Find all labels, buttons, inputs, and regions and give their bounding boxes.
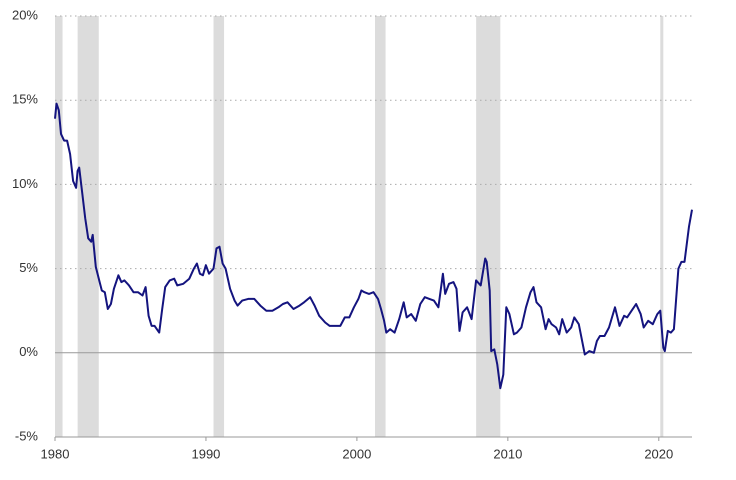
x-tick-label: 2020 [644, 446, 673, 461]
recession-band [476, 16, 501, 437]
x-tick-label: 1990 [191, 446, 220, 461]
x-tick-label: 1980 [41, 446, 70, 461]
recession-band [660, 16, 664, 437]
line [54, 102, 693, 390]
recession-band [55, 16, 63, 437]
recession-band [77, 16, 99, 437]
recession-band [375, 16, 386, 437]
y-tick-label: -5% [15, 428, 39, 443]
recession-band [213, 16, 225, 437]
y-tick-label: 10% [12, 176, 38, 191]
x-tick-label: 2000 [342, 446, 371, 461]
y-tick-label: 20% [12, 7, 38, 22]
y-tick-label: 0% [19, 344, 38, 359]
y-tick-label: 15% [12, 92, 38, 107]
y-tick-label: 5% [19, 260, 38, 275]
x-tick-label: 2010 [493, 446, 522, 461]
